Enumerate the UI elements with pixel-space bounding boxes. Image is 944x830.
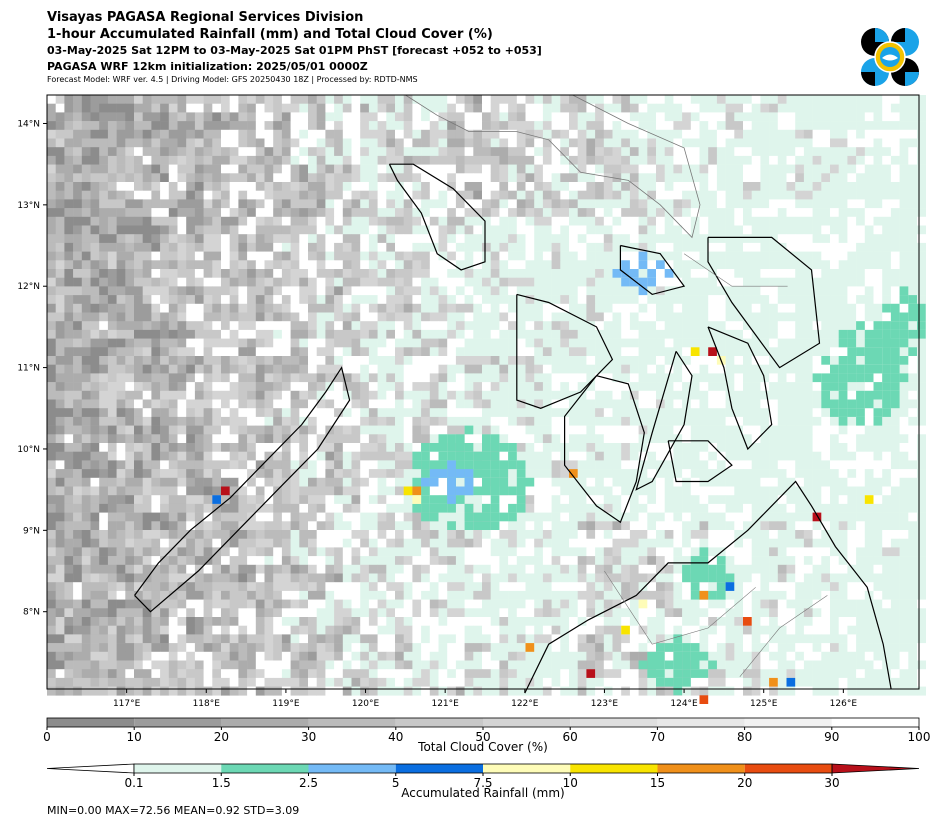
cloud-tick-label: 10 <box>127 730 142 744</box>
rain-bin <box>483 764 571 773</box>
rain-bin <box>395 764 483 773</box>
cloud-tick-label: 30 <box>301 730 316 744</box>
rain-colorbar-label: Accumulated Rainfall (mm) <box>401 786 565 800</box>
cloud-tick-label: 100 <box>908 730 931 744</box>
lat-tick-label: 13°N <box>17 201 40 211</box>
latitude-ticks: 14°N 13°N 12°N 11°N 10°N 9°N 8°N <box>17 119 47 618</box>
rainfall-colorbar: 0.1 1.5 2.5 5 7.5 10 15 20 30 <box>46 763 920 790</box>
lon-tick-label: 118°E <box>193 699 221 709</box>
rain-bin <box>570 764 658 773</box>
rain-bin <box>221 764 309 773</box>
lon-tick-label: 124°E <box>670 699 698 709</box>
cloud-tick-label: 40 <box>388 730 403 744</box>
lon-tick-label: 123°E <box>591 699 619 709</box>
cloud-bin <box>395 718 483 727</box>
rain-bin <box>308 764 396 773</box>
rain-tick-label: 20 <box>737 776 752 790</box>
cloud-tick-label: 20 <box>214 730 229 744</box>
cloud-tick-label: 80 <box>737 730 752 744</box>
lat-tick-label: 10°N <box>17 445 40 455</box>
cloud-tick-label: 60 <box>563 730 578 744</box>
model-info: Forecast Model: WRF ver. 4.5 | Driving M… <box>47 75 418 84</box>
map-title: Visayas PAGASA Regional Services Divisio… <box>47 10 364 25</box>
lon-tick-label: 122°E <box>511 699 539 709</box>
cloud-cover-colorbar: 0 10 20 30 40 50 60 70 80 90 100 <box>43 717 931 744</box>
rain-bin <box>657 764 745 773</box>
rain-bin <box>744 764 832 773</box>
lon-tick-label: 119°E <box>272 699 300 709</box>
cloud-bin <box>134 718 222 727</box>
lon-tick-label: 120°E <box>352 699 380 709</box>
coastlines <box>134 163 892 694</box>
rain-tick-label: 15 <box>650 776 665 790</box>
cloud-bin <box>308 718 396 727</box>
admin-boundaries <box>405 94 828 677</box>
lat-tick-label: 11°N <box>17 364 40 374</box>
rain-tick-label: 7.5 <box>473 776 492 790</box>
rain-tick-label: 1.5 <box>212 776 231 790</box>
longitude-ticks: 117°E 118°E 119°E 120°E 121°E 122°E 123°E 124°E… <box>113 689 857 709</box>
lat-tick-label: 14°N <box>17 119 40 129</box>
weather-field-grid <box>47 95 926 704</box>
rain-over-triangle <box>831 763 920 774</box>
rain-tick-label: 5 <box>392 776 400 790</box>
cloud-bin <box>483 718 571 727</box>
rain-bin <box>134 764 222 773</box>
lon-tick-label: 117°E <box>113 699 141 709</box>
cloud-bin <box>657 718 745 727</box>
rain-under-triangle <box>46 763 135 774</box>
cloud-tick-label: 50 <box>475 730 490 744</box>
pagasa-logo <box>861 28 919 86</box>
cloud-tick-label: 0 <box>43 730 51 744</box>
cloud-bin <box>47 718 135 727</box>
map-frame <box>46 94 920 690</box>
rain-tick-label: 30 <box>824 776 839 790</box>
field-statistics: MIN=0.00 MAX=72.56 MEAN=0.92 STD=3.09 <box>47 804 300 817</box>
valid-time: 03-May-2025 Sat 12PM to 03-May-2025 Sat … <box>47 44 542 57</box>
cloud-bin <box>831 718 919 727</box>
lat-tick-label: 8°N <box>23 608 40 618</box>
cloud-tick-label: 70 <box>650 730 665 744</box>
model-init: PAGASA WRF 12km initialization: 2025/05/… <box>47 60 368 73</box>
cloud-tick-label: 90 <box>824 730 839 744</box>
lon-tick-label: 126°E <box>830 699 858 709</box>
cloud-colorbar-label: Total Cloud Cover (%) <box>418 740 548 754</box>
lat-tick-label: 9°N <box>23 526 40 536</box>
cloud-bin <box>744 718 832 727</box>
lon-tick-label: 121°E <box>431 699 459 709</box>
lat-tick-label: 12°N <box>17 282 40 292</box>
rain-tick-label: 2.5 <box>299 776 318 790</box>
lon-tick-label: 125°E <box>750 699 778 709</box>
rain-tick-label: 10 <box>563 776 578 790</box>
map-subtitle: 1-hour Accumulated Rainfall (mm) and Tot… <box>47 27 493 42</box>
cloud-bin <box>570 718 658 727</box>
cloud-bin <box>221 718 309 727</box>
rain-tick-label: 0.1 <box>124 776 143 790</box>
